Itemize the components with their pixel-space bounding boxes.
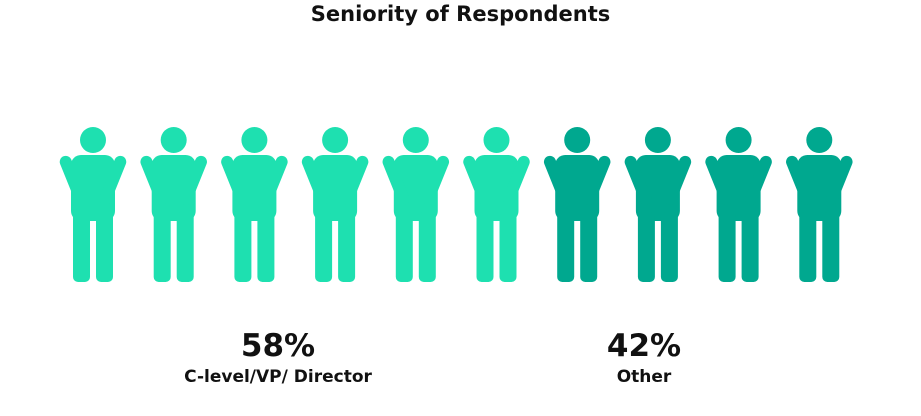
person-icon: [784, 127, 855, 282]
person-icon: [461, 127, 532, 282]
percentage-other: 42%: [606, 328, 682, 364]
label-other: Other: [616, 367, 672, 387]
stat-c-level: 58% C-level/VP/ Director: [128, 326, 428, 388]
percentage-c-level: 58%: [240, 328, 316, 364]
person-icon: [703, 127, 774, 282]
chart-title: Seniority of Respondents: [310, 2, 611, 26]
person-icon: [542, 127, 613, 282]
person-icon: [380, 127, 451, 282]
person-icon: [219, 127, 290, 282]
person-icon: [622, 127, 693, 282]
person-icon: [57, 127, 129, 282]
stat-other: 42% Other: [494, 326, 794, 388]
person-icon: [300, 127, 371, 282]
label-c-level: C-level/VP/ Director: [184, 367, 372, 387]
person-icon: [138, 127, 209, 282]
